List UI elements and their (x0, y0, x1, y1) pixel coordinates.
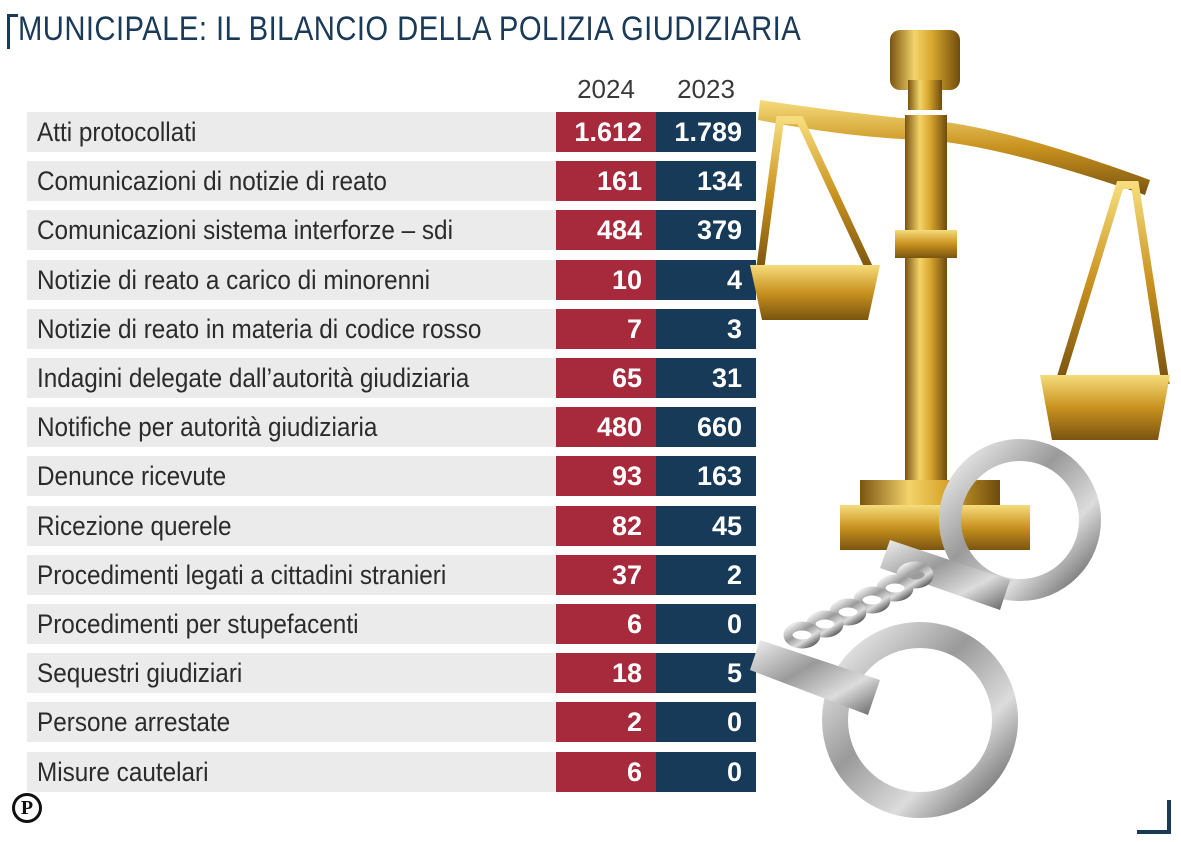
row-label: Procedimenti legati a cittadini stranier… (27, 554, 556, 595)
value-2024-cell: 37 (556, 554, 656, 595)
value-2023-cell: 1.789 (656, 112, 756, 152)
row-label: Atti protocollati (27, 112, 556, 152)
title-bracket (7, 14, 18, 49)
row-label-text: Comunicazioni di notizie di reato (37, 166, 387, 197)
row-label: Indagini delegate dall’autorità giudizia… (27, 358, 556, 398)
corner-bracket (1137, 800, 1171, 834)
value-2024-cell: 6 (556, 751, 656, 792)
table-row: Comunicazioni sistema interforze – sdi 48… (27, 210, 756, 251)
value-2023-cell: 5 (656, 653, 756, 694)
value-2024-cell: 480 (556, 407, 656, 448)
row-label-text: Notizie di reato in materia di codice ro… (37, 313, 482, 344)
table-row: Procedimenti per stupefacenti 6 0 (27, 604, 756, 644)
row-label: Sequestri giudiziari (27, 653, 556, 694)
row-label: Notizie di reato a carico di minorenni (27, 259, 556, 300)
table-row: Indagini delegate dall’autorità giudizia… (27, 358, 756, 398)
row-label-text: Procedimenti per stupefacenti (37, 609, 359, 639)
value-2023-cell: 163 (656, 456, 756, 497)
value-2024-cell: 65 (556, 358, 656, 398)
table-row: Ricezione querele 82 45 (27, 505, 756, 546)
row-label-text: Atti protocollati (37, 117, 197, 147)
value-2023-cell: 31 (656, 358, 756, 398)
table-row: Sequestri giudiziari 18 5 (27, 653, 756, 694)
row-label-text: Notifiche per autorità giudiziaria (37, 412, 378, 443)
value-2024-cell: 18 (556, 653, 656, 694)
row-label: Procedimenti per stupefacenti (27, 604, 556, 644)
row-label: Ricezione querele (27, 505, 556, 546)
row-label: Denunce ricevute (27, 456, 556, 497)
value-2023-cell: 3 (656, 308, 756, 349)
value-2023-cell: 2 (656, 554, 756, 595)
p-circle-logo-icon: P (12, 793, 42, 823)
table-row: Notifiche per autorità giudiziaria 480 660 (27, 407, 756, 448)
row-label-text: Denunce ricevute (37, 461, 227, 492)
scales-of-justice-and-handcuffs-icon (750, 30, 1170, 818)
row-label-text: Misure cautelari (37, 756, 209, 787)
row-label: Notizie di reato in materia di codice ro… (27, 308, 556, 349)
value-2023-cell: 45 (656, 505, 756, 546)
value-2023-cell: 134 (656, 161, 756, 202)
value-2024-cell: 1.612 (556, 112, 656, 152)
table-row: Notizie di reato a carico di minorenni 10… (27, 259, 756, 300)
row-label: Misure cautelari (27, 751, 556, 792)
value-2023-cell: 0 (656, 751, 756, 792)
value-2023-cell: 660 (656, 407, 756, 448)
value-2023-cell: 0 (656, 702, 756, 743)
row-label-text: Persone arrestate (37, 707, 231, 738)
value-2023-cell: 0 (656, 604, 756, 644)
row-label-text: Notizie di reato a carico di minorenni (37, 264, 431, 295)
value-2023-cell: 379 (656, 210, 756, 251)
table-row: Notizie di reato in materia di codice ro… (27, 308, 756, 349)
table-row: Comunicazioni di notizie di reato 161 134 (27, 161, 756, 202)
value-2024-cell: 2 (556, 702, 656, 743)
row-label-text: Ricezione querele (37, 510, 232, 541)
table-row: Atti protocollati 1.612 1.789 (27, 112, 756, 152)
table-row: Persone arrestate 2 0 (27, 702, 756, 743)
value-2024-cell: 93 (556, 456, 656, 497)
column-header-2023: 2023 (677, 74, 735, 104)
table-row: Procedimenti legati a cittadini stranier… (27, 554, 756, 595)
column-header-2024: 2024 (577, 74, 635, 104)
value-2024-cell: 7 (556, 308, 656, 349)
value-2023-cell: 4 (656, 259, 756, 300)
row-label-text: Comunicazioni sistema interforze – sdi (37, 215, 453, 246)
chart-title: MUNICIPALE: IL BILANCIO DELLA POLIZIA GI… (18, 10, 802, 48)
value-2024-cell: 484 (556, 210, 656, 251)
row-label-text: Procedimenti legati a cittadini stranier… (37, 559, 447, 590)
row-label: Comunicazioni di notizie di reato (27, 161, 556, 202)
value-2024-cell: 82 (556, 505, 656, 546)
value-2024-cell: 10 (556, 259, 656, 300)
row-label-text: Indagini delegate dall’autorità giudizia… (37, 363, 470, 393)
value-2024-cell: 6 (556, 604, 656, 644)
row-label: Persone arrestate (27, 702, 556, 743)
table-row: Denunce ricevute 93 163 (27, 456, 756, 497)
row-label: Notifiche per autorità giudiziaria (27, 407, 556, 448)
row-label-text: Sequestri giudiziari (37, 658, 243, 689)
table-row: Misure cautelari 6 0 (27, 751, 756, 792)
row-label: Comunicazioni sistema interforze – sdi (27, 210, 556, 251)
value-2024-cell: 161 (556, 161, 656, 202)
